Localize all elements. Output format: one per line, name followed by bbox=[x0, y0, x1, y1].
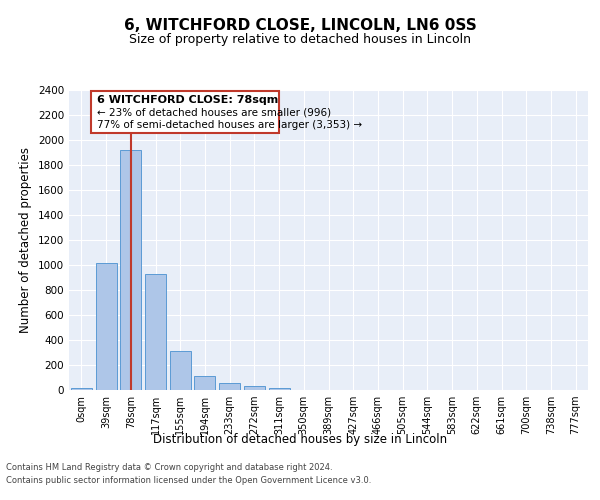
Bar bbox=[170, 350, 191, 390]
Text: ← 23% of detached houses are smaller (996): ← 23% of detached houses are smaller (99… bbox=[97, 108, 332, 118]
Text: Contains HM Land Registry data © Crown copyright and database right 2024.: Contains HM Land Registry data © Crown c… bbox=[6, 462, 332, 471]
Text: 6, WITCHFORD CLOSE, LINCOLN, LN6 0SS: 6, WITCHFORD CLOSE, LINCOLN, LN6 0SS bbox=[124, 18, 476, 32]
Y-axis label: Number of detached properties: Number of detached properties bbox=[19, 147, 32, 333]
Bar bbox=[91, 91, 279, 133]
Bar bbox=[269, 388, 290, 390]
Bar bbox=[71, 388, 92, 390]
Bar bbox=[244, 386, 265, 390]
Bar bbox=[120, 150, 141, 390]
Text: 6 WITCHFORD CLOSE: 78sqm: 6 WITCHFORD CLOSE: 78sqm bbox=[97, 95, 278, 105]
Bar bbox=[95, 262, 116, 390]
Bar bbox=[219, 383, 240, 390]
Text: Size of property relative to detached houses in Lincoln: Size of property relative to detached ho… bbox=[129, 32, 471, 46]
Text: Distribution of detached houses by size in Lincoln: Distribution of detached houses by size … bbox=[153, 432, 447, 446]
Text: 77% of semi-detached houses are larger (3,353) →: 77% of semi-detached houses are larger (… bbox=[97, 120, 362, 130]
Bar bbox=[145, 274, 166, 390]
Bar bbox=[194, 376, 215, 390]
Text: Contains public sector information licensed under the Open Government Licence v3: Contains public sector information licen… bbox=[6, 476, 371, 485]
